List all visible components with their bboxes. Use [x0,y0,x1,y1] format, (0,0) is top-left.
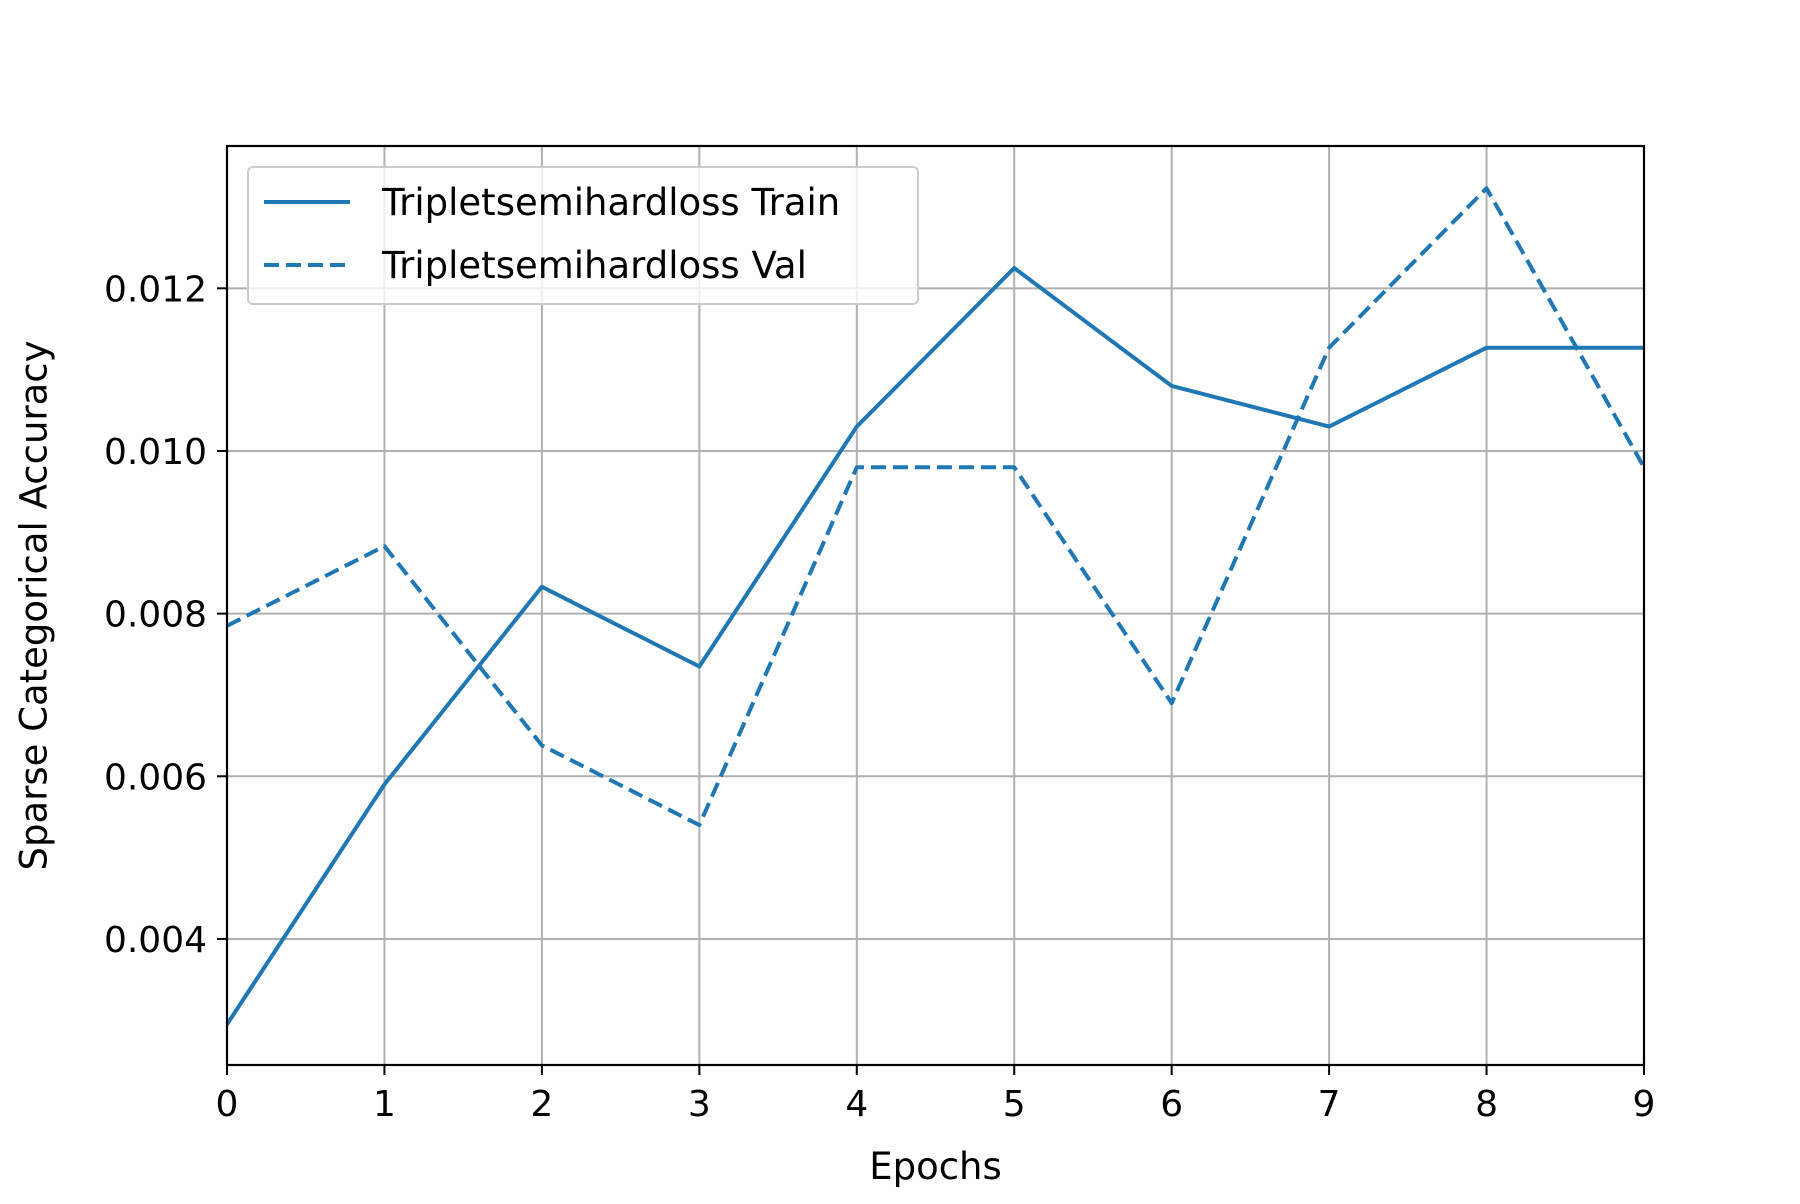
y-tick-label: 0.006 [104,757,207,798]
series-lines [227,186,1644,1026]
x-tick-label: 0 [216,1084,239,1125]
x-tick-label: 5 [1003,1084,1026,1125]
y-tick-label: 0.004 [104,920,207,961]
y-axis-label: Sparse Categorical Accuracy [13,340,56,870]
series-line-train [227,265,1644,1026]
x-tick-label: 2 [530,1084,553,1125]
plot-frame [225,144,1646,1067]
y-tick-label: 0.010 [104,432,207,473]
legend-label-train: Tripletsemihardloss Train [381,181,840,224]
x-tick-label: 4 [845,1084,868,1125]
x-tick-label: 7 [1318,1084,1341,1125]
legend-box [247,166,919,305]
legend-label-val: Tripletsemihardloss Val [381,244,807,287]
x-tick-label: 8 [1475,1084,1498,1125]
y-tick-label: 0.012 [104,269,207,310]
legend: Tripletsemihardloss Train Tripletsemihar… [247,166,919,305]
x-tick-label: 9 [1633,1084,1656,1125]
x-tick-label: 1 [373,1084,396,1125]
x-tick-label: 3 [688,1084,711,1125]
x-tick-label: 6 [1160,1084,1183,1125]
x-axis-label: Epochs [869,1145,1002,1188]
y-tick-label: 0.008 [104,595,207,636]
series-line-val [227,186,1644,828]
axis-ticks: 0 1 2 3 4 5 6 7 8 9 0.004 0.006 0.008 0.010 0.012 [104,269,1656,1125]
